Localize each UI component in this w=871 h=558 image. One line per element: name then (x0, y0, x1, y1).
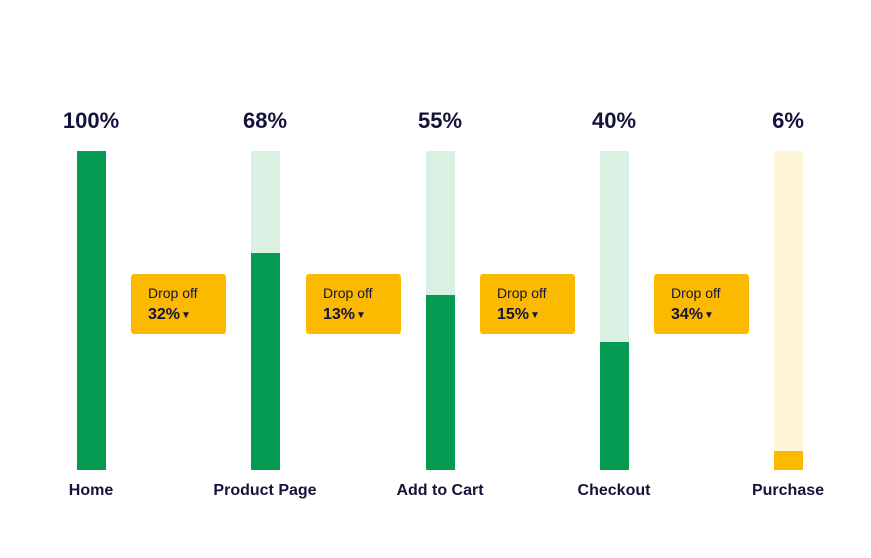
bar-track (425, 151, 455, 470)
dropoff-value: 32% (148, 306, 181, 323)
bar-track (599, 151, 629, 470)
dropoff-row: 34%▼ (671, 306, 749, 325)
value-label: 100% (62, 108, 120, 133)
bar-fill (773, 451, 803, 470)
bar-fill (599, 342, 629, 470)
dropoff-row: 13%▼ (323, 306, 401, 325)
stage-label: Add to Cart (396, 482, 484, 499)
dropoff-value: 34% (671, 306, 704, 323)
stage-label: Home (68, 482, 114, 499)
bar-track (250, 151, 280, 470)
dropoff-badge: Drop off 34%▼ (654, 274, 749, 334)
value-label: 55% (417, 108, 463, 133)
bar-fill (250, 253, 280, 470)
bar-fill (425, 295, 455, 470)
dropoff-title: Drop off (323, 285, 373, 301)
triangle-down-icon: ▼ (704, 310, 714, 321)
triangle-down-icon: ▼ (530, 310, 540, 321)
dropoff-title: Drop off (148, 285, 198, 301)
value-label: 6% (772, 108, 804, 133)
bar-track (773, 151, 803, 470)
value-label: 68% (242, 108, 288, 133)
triangle-down-icon: ▼ (181, 310, 191, 321)
value-label: 40% (591, 108, 637, 133)
dropoff-badge: Drop off 32%▼ (131, 274, 226, 334)
dropoff-title: Drop off (497, 285, 547, 301)
dropoff-value: 15% (497, 306, 530, 323)
bar-fill (76, 151, 106, 470)
stage-label: Checkout (577, 482, 651, 499)
dropoff-title: Drop off (671, 285, 721, 301)
stage-label: Product Page (213, 482, 317, 499)
dropoff-badge: Drop off 15%▼ (480, 274, 575, 334)
dropoff-row: 32%▼ (148, 306, 226, 325)
stage-label: Purchase (751, 482, 825, 499)
triangle-down-icon: ▼ (356, 310, 366, 321)
bar-track (76, 151, 106, 470)
dropoff-value: 13% (323, 306, 356, 323)
dropoff-badge: Drop off 13%▼ (306, 274, 401, 334)
dropoff-row: 15%▼ (497, 306, 575, 325)
